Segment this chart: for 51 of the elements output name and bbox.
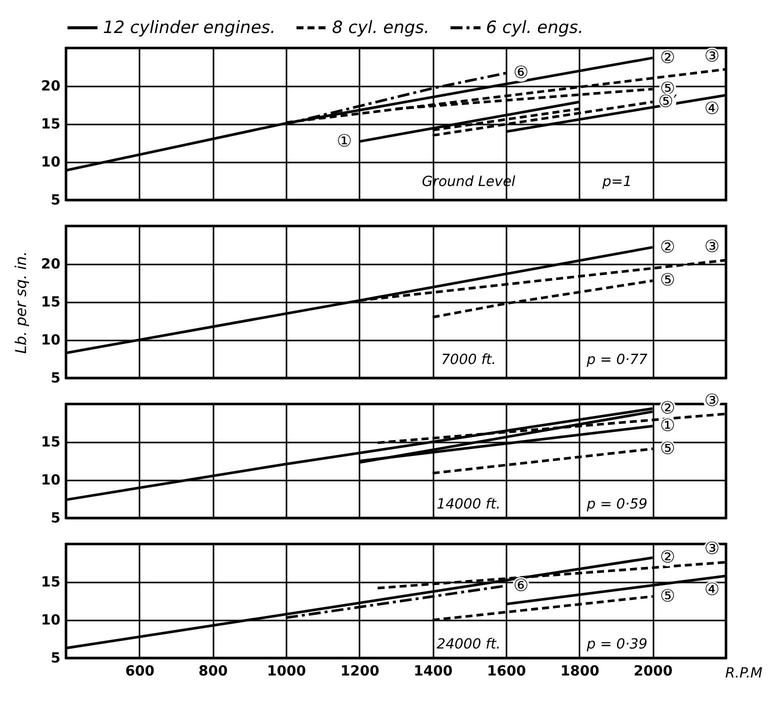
y-tick-label: 5 xyxy=(50,370,60,386)
annotation: ③ xyxy=(704,390,720,411)
y-axis-title: Lb. per sq. in. xyxy=(12,251,30,354)
y-tick-label: 5 xyxy=(50,510,60,526)
y-tick-label: 20 xyxy=(41,256,61,272)
annotation: p=1 xyxy=(601,174,632,190)
legend-label: 12 cylinder engines. xyxy=(103,18,276,38)
annotation: p = 0·77 xyxy=(586,352,648,368)
annotation: ② xyxy=(660,237,676,258)
annotation: 7000 ft. xyxy=(441,352,496,368)
legend-label: 6 cyl. engs. xyxy=(486,18,584,38)
y-tick-label: 15 xyxy=(41,574,60,590)
annotation: ⑥ xyxy=(513,576,529,596)
y-tick-label: 5 xyxy=(50,650,60,666)
x-tick-label: 1400 xyxy=(414,664,453,680)
annotation: 14000 ft. xyxy=(436,496,501,512)
annotation: ① xyxy=(336,131,352,152)
x-tick-label: 1000 xyxy=(267,664,306,680)
y-tick-label: 10 xyxy=(41,332,61,348)
y-tick-label: 10 xyxy=(41,154,61,170)
legend-label: 8 cyl. engs. xyxy=(332,18,430,38)
annotation: ③ xyxy=(704,46,720,66)
y-tick-label: 10 xyxy=(41,612,61,628)
annotation: ② xyxy=(660,398,676,419)
y-tick-label: 5 xyxy=(50,192,60,208)
x-tick-label: 800 xyxy=(198,664,228,680)
annotation: ⑥ xyxy=(513,63,529,84)
annotation: ③ xyxy=(704,237,720,258)
annotation: ⑤ xyxy=(660,438,676,459)
y-tick-label: 15 xyxy=(41,434,60,450)
annotation: p = 0·59 xyxy=(586,496,648,512)
annotation: ⑤ xyxy=(660,270,676,291)
annotation: ⑤ xyxy=(660,586,676,606)
annotation: ③ xyxy=(704,539,720,560)
annotation: p = 0·39 xyxy=(586,636,648,652)
y-tick-label: 15 xyxy=(41,116,60,132)
y-tick-label: 15 xyxy=(41,294,60,310)
annotation: ④ xyxy=(704,99,720,120)
y-tick-label: 10 xyxy=(41,472,61,488)
annotation: ② xyxy=(660,48,676,68)
x-tick-label: 1800 xyxy=(560,664,600,680)
annotation: ② xyxy=(660,548,676,568)
x-tick-label: 600 xyxy=(125,664,155,680)
x-tick-label: 1600 xyxy=(487,664,526,680)
annotation: ④ xyxy=(704,580,720,600)
y-tick-label: 20 xyxy=(41,78,61,94)
x-tick-label: 1200 xyxy=(340,664,380,680)
x-tick-label: 2000 xyxy=(634,664,673,680)
annotation: 24000 ft. xyxy=(436,636,501,652)
annotation: ① xyxy=(660,416,676,436)
x-axis-title: R.P.M xyxy=(725,666,762,682)
